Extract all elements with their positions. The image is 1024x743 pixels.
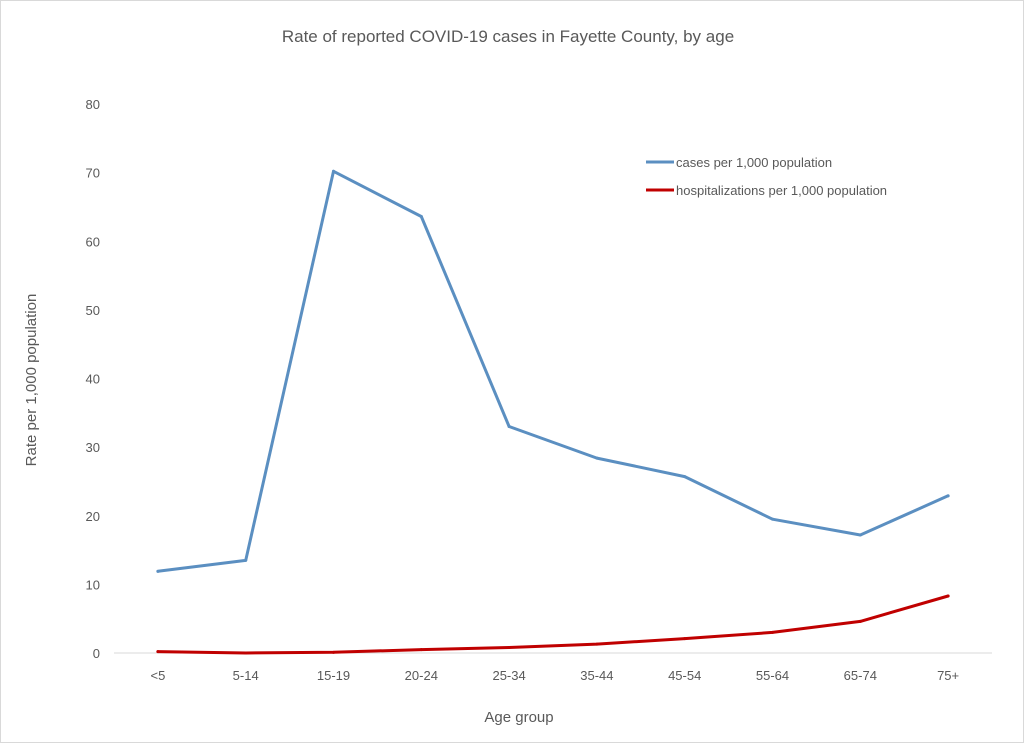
chart-title: Rate of reported COVID-19 cases in Fayet… [282, 27, 734, 46]
x-tick-label: 75+ [937, 668, 959, 683]
y-tick-label: 20 [86, 509, 100, 524]
data-point [332, 650, 335, 654]
x-tick-label: 15-19 [317, 668, 350, 683]
y-tick-labels: 0 10 20 30 40 50 60 70 80 [86, 97, 100, 661]
x-tick-label: 65-74 [844, 668, 877, 683]
data-point [771, 517, 774, 521]
data-point [507, 646, 511, 650]
data-point [683, 475, 687, 479]
data-point [156, 569, 160, 573]
y-tick-label: 10 [86, 577, 100, 592]
data-point [595, 456, 599, 460]
data-point [946, 494, 950, 498]
x-tick-label: 20-24 [405, 668, 438, 683]
x-tick-label: 45-54 [668, 668, 701, 683]
y-tick-label: 70 [86, 166, 100, 181]
data-point [419, 648, 423, 652]
series-lines [156, 169, 950, 655]
x-tick-label: 5-14 [233, 668, 259, 683]
data-point [156, 650, 160, 654]
y-tick-label: 30 [86, 440, 100, 455]
data-point [858, 619, 862, 623]
x-tick-label: 25-34 [492, 668, 525, 683]
x-tick-label: 55-64 [756, 668, 789, 683]
data-point [683, 637, 687, 641]
x-tick-labels: <5 5-14 15-19 20-24 25-34 35-44 45-54 55-64 65-7… [150, 668, 959, 683]
data-point [419, 215, 423, 219]
data-point [507, 425, 511, 429]
x-tick-label: 35-44 [580, 668, 613, 683]
y-tick-label: 50 [86, 303, 100, 318]
data-point [771, 630, 774, 634]
series-line-hospitalizations [156, 594, 950, 655]
data-point [244, 651, 248, 655]
y-axis-title: Rate per 1,000 population [23, 294, 40, 467]
y-tick-label: 0 [93, 646, 100, 661]
x-axis-title: Age group [484, 709, 553, 726]
data-point [595, 642, 599, 646]
y-tick-label: 60 [86, 234, 100, 249]
data-point [946, 594, 950, 598]
y-tick-label: 80 [86, 97, 100, 112]
legend: cases per 1,000 population hospitalizatio… [646, 155, 887, 198]
y-tick-label: 40 [86, 372, 100, 387]
data-point [858, 533, 862, 537]
legend-label: cases per 1,000 population [676, 155, 832, 170]
data-point [332, 169, 335, 173]
x-tick-label: <5 [150, 668, 165, 683]
series-line-cases [156, 169, 950, 573]
legend-label: hospitalizations per 1,000 population [676, 183, 887, 198]
data-point [244, 558, 248, 562]
